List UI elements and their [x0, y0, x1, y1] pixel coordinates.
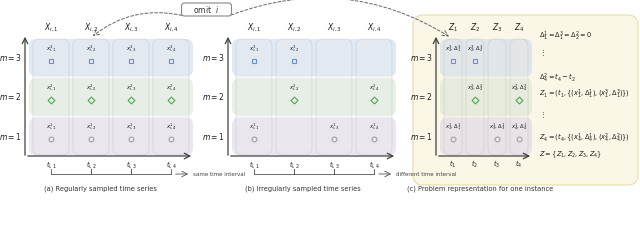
Text: $m=2$: $m=2$: [0, 91, 22, 102]
Text: $m=2$: $m=2$: [202, 91, 225, 102]
FancyBboxPatch shape: [356, 39, 392, 155]
Text: $x_2^3,\Delta_2^3$: $x_2^3,\Delta_2^3$: [467, 43, 483, 54]
FancyBboxPatch shape: [440, 78, 532, 116]
Text: different time interval: different time interval: [396, 172, 456, 176]
Text: $x_{i,4}^2$: $x_{i,4}^2$: [166, 83, 176, 93]
Text: $Z_1 = (t_1, \{(x_1^1, \Delta_1^1), (x_1^3, \Delta_1^3)\})$: $Z_1 = (t_1, \{(x_1^1, \Delta_1^1), (x_1…: [539, 88, 630, 101]
Text: $t_3$: $t_3$: [493, 159, 500, 170]
FancyBboxPatch shape: [440, 118, 532, 155]
Text: $t_2$: $t_2$: [472, 159, 479, 170]
Text: $t_4$: $t_4$: [515, 159, 523, 170]
Text: $X_{i,4}$: $X_{i,4}$: [367, 22, 381, 34]
Text: omit  $i$: omit $i$: [193, 4, 220, 15]
FancyBboxPatch shape: [33, 39, 69, 155]
FancyBboxPatch shape: [440, 39, 532, 76]
Text: $x_{i,2}^3$: $x_{i,2}^3$: [86, 44, 96, 54]
FancyBboxPatch shape: [29, 118, 193, 155]
Text: $m=3$: $m=3$: [0, 52, 22, 63]
Text: $X_{i,4}$: $X_{i,4}$: [164, 22, 179, 34]
Text: $X_{i,2}$: $X_{i,2}$: [287, 22, 301, 34]
Text: $t_{i,3}$: $t_{i,3}$: [125, 159, 136, 170]
Text: $x_2^2,\Delta_2^2$: $x_2^2,\Delta_2^2$: [467, 82, 483, 93]
Text: $t_{i,2}$: $t_{i,2}$: [86, 159, 97, 170]
Text: $x_{i,1}^3$: $x_{i,1}^3$: [46, 44, 56, 54]
Text: $t_{i,3}$: $t_{i,3}$: [328, 159, 339, 170]
Text: $m=3$: $m=3$: [410, 52, 433, 63]
FancyBboxPatch shape: [153, 39, 189, 155]
Text: $t_1$: $t_1$: [449, 159, 456, 170]
Text: $x_{i,3}^2$: $x_{i,3}^2$: [126, 83, 136, 93]
Text: $x_{i,2}^3$: $x_{i,2}^3$: [289, 44, 299, 54]
Text: $m=1$: $m=1$: [0, 131, 22, 142]
Text: $x_3^1,\Delta_3^1$: $x_3^1,\Delta_3^1$: [489, 121, 505, 132]
Text: $m=1$: $m=1$: [202, 131, 225, 142]
Text: $x_{i,4}^2$: $x_{i,4}^2$: [369, 83, 379, 93]
Text: $Z_1$: $Z_1$: [448, 22, 458, 34]
Text: $\Delta_1^1 = \Delta_1^3 = \Delta_2^2 = 0$: $\Delta_1^1 = \Delta_1^3 = \Delta_2^2 = …: [539, 30, 593, 43]
Text: $x_4^2,\Delta_4^2$: $x_4^2,\Delta_4^2$: [511, 82, 527, 93]
Text: $x_{i,1}^3$: $x_{i,1}^3$: [249, 44, 259, 54]
Text: $x_{i,2}^2$: $x_{i,2}^2$: [86, 83, 96, 93]
Text: $m=3$: $m=3$: [202, 52, 225, 63]
FancyBboxPatch shape: [29, 39, 193, 76]
Text: (c) Problem representation for one instance: (c) Problem representation for one insta…: [407, 186, 553, 192]
Text: $X_{i,1}$: $X_{i,1}$: [44, 22, 58, 34]
Text: same time interval: same time interval: [193, 172, 245, 176]
Text: $Z_2$: $Z_2$: [470, 22, 480, 34]
Text: $Z_4$: $Z_4$: [514, 22, 524, 34]
Text: $x_{i,3}^1$: $x_{i,3}^1$: [126, 122, 136, 132]
Text: $X_{i,3}$: $X_{i,3}$: [124, 22, 138, 34]
Text: $t_{i,2}$: $t_{i,2}$: [289, 159, 300, 170]
FancyBboxPatch shape: [73, 39, 109, 155]
Text: $x_1^1,\Delta_1^1$: $x_1^1,\Delta_1^1$: [445, 121, 461, 132]
FancyBboxPatch shape: [276, 39, 312, 155]
FancyBboxPatch shape: [29, 78, 193, 116]
Text: $X_{i,2}$: $X_{i,2}$: [84, 22, 99, 34]
Text: (b) Irregularly sampled time series: (b) Irregularly sampled time series: [245, 186, 361, 192]
Text: $X_{i,3}$: $X_{i,3}$: [326, 22, 341, 34]
FancyBboxPatch shape: [466, 39, 484, 155]
Text: $x_{i,1}^2$: $x_{i,1}^2$: [46, 83, 56, 93]
Text: $x_1^3,\Delta_1^3$: $x_1^3,\Delta_1^3$: [445, 43, 461, 54]
FancyBboxPatch shape: [316, 39, 352, 155]
Text: $x_{i,4}^1$: $x_{i,4}^1$: [166, 122, 176, 132]
Text: $m=2$: $m=2$: [410, 91, 433, 102]
FancyBboxPatch shape: [488, 39, 506, 155]
Text: $m=1$: $m=1$: [410, 131, 433, 142]
Text: $x_{i,4}^1$: $x_{i,4}^1$: [369, 122, 379, 132]
Text: $\vdots$: $\vdots$: [539, 48, 545, 58]
FancyBboxPatch shape: [232, 39, 396, 76]
Text: $x_{i,4}^3$: $x_{i,4}^3$: [166, 44, 176, 54]
Text: $\vdots$: $\vdots$: [539, 110, 545, 120]
Text: $x_{i,3}^3$: $x_{i,3}^3$: [126, 44, 136, 54]
Text: $Z_3$: $Z_3$: [492, 22, 502, 34]
FancyBboxPatch shape: [232, 78, 396, 116]
Text: $\Delta_4^2 = t_4 - t_2$: $\Delta_4^2 = t_4 - t_2$: [539, 72, 576, 85]
Text: $Z_4 = (t_4, \{(x_4^1, \Delta_4^1), (x_4^2, \Delta_4^2)\})$: $Z_4 = (t_4, \{(x_4^1, \Delta_4^1), (x_4…: [539, 132, 630, 145]
Text: $x_{i,3}^1$: $x_{i,3}^1$: [329, 122, 339, 132]
Text: (a) Regularly sampled time series: (a) Regularly sampled time series: [44, 186, 156, 192]
Text: $t_{i,1}$: $t_{i,1}$: [45, 159, 56, 170]
FancyBboxPatch shape: [510, 39, 528, 155]
Text: $x_{i,2}^2$: $x_{i,2}^2$: [289, 83, 299, 93]
FancyBboxPatch shape: [413, 15, 638, 185]
Text: $x_{i,1}^1$: $x_{i,1}^1$: [46, 122, 56, 132]
Text: $t_{i,1}$: $t_{i,1}$: [248, 159, 259, 170]
Text: $X_{i,1}$: $X_{i,1}$: [246, 22, 261, 34]
Text: $t_{i,4}$: $t_{i,4}$: [166, 159, 177, 170]
FancyBboxPatch shape: [182, 3, 232, 16]
Text: $t_{i,4}$: $t_{i,4}$: [369, 159, 380, 170]
FancyBboxPatch shape: [444, 39, 462, 155]
Text: $x_{i,1}^1$: $x_{i,1}^1$: [249, 122, 259, 132]
FancyBboxPatch shape: [236, 39, 272, 155]
Text: $Z = \{Z_1, Z_2, Z_3, Z_4\}$: $Z = \{Z_1, Z_2, Z_3, Z_4\}$: [539, 150, 602, 161]
FancyBboxPatch shape: [232, 118, 396, 155]
Text: $x_4^1,\Delta_4^1$: $x_4^1,\Delta_4^1$: [511, 121, 527, 132]
FancyBboxPatch shape: [113, 39, 149, 155]
Text: $x_{i,2}^1$: $x_{i,2}^1$: [86, 122, 96, 132]
